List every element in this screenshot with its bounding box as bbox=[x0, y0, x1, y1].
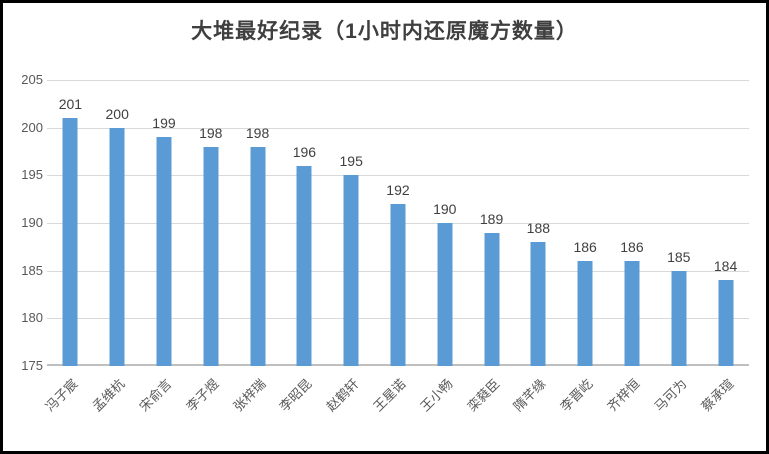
bar-slot: 185 bbox=[655, 80, 702, 366]
bar bbox=[203, 147, 219, 366]
bar-slot: 201 bbox=[47, 80, 94, 366]
bar bbox=[390, 204, 406, 366]
bar bbox=[250, 147, 266, 366]
x-slot: 齐梓恒 bbox=[604, 370, 656, 450]
bar-value-label: 184 bbox=[713, 258, 738, 274]
bar bbox=[343, 175, 359, 366]
bar bbox=[484, 233, 500, 366]
x-tick-label: 张梓瑞 bbox=[230, 376, 269, 415]
bar-slot: 190 bbox=[421, 80, 468, 366]
bars-container: 201 200 199 198 198 196 195 192 190 189 188 186 186 1… bbox=[47, 80, 749, 366]
bar-slot: 195 bbox=[328, 80, 375, 366]
x-slot: 蔡承瑄 bbox=[698, 370, 749, 450]
bar-value-label: 190 bbox=[433, 201, 457, 217]
bar bbox=[577, 261, 593, 366]
x-slot: 赵鹤轩 bbox=[324, 370, 375, 450]
bar-slot: 198 bbox=[234, 80, 281, 366]
x-tick-label: 隋芊缘 bbox=[510, 376, 549, 415]
x-slot: 李子煜 bbox=[183, 370, 234, 450]
bar bbox=[62, 118, 78, 366]
bar-slot: 200 bbox=[94, 80, 141, 366]
x-slot: 李晋屹 bbox=[558, 370, 609, 450]
y-tick-label: 175 bbox=[21, 358, 43, 373]
y-tick-label: 200 bbox=[21, 120, 43, 135]
gridline bbox=[47, 128, 749, 129]
bar-value-label: 195 bbox=[339, 153, 363, 169]
x-tick-label: 赵鹤轩 bbox=[323, 376, 362, 415]
bar-slot: 198 bbox=[187, 80, 234, 366]
bar bbox=[109, 128, 125, 366]
bar-slot: 199 bbox=[141, 80, 188, 366]
x-tick-label: 马可为 bbox=[651, 376, 690, 415]
gridline bbox=[47, 175, 749, 176]
bar bbox=[624, 261, 640, 366]
bar bbox=[530, 242, 546, 366]
y-tick-label: 185 bbox=[21, 263, 43, 278]
x-tick-label: 李昭昆 bbox=[276, 376, 315, 415]
bar-value-label: 188 bbox=[526, 220, 551, 236]
bar-value-label: 186 bbox=[620, 239, 644, 255]
bar-slot: 189 bbox=[468, 80, 515, 366]
y-tick-label: 195 bbox=[21, 167, 43, 182]
x-slot: 孟维杭 bbox=[90, 370, 141, 450]
bar-value-label: 189 bbox=[479, 211, 504, 227]
bar-value-label: 186 bbox=[573, 239, 597, 255]
bar-value-label: 201 bbox=[58, 96, 83, 112]
x-tick-label: 王星诺 bbox=[370, 376, 409, 415]
x-tick-label: 蔡承瑄 bbox=[697, 376, 737, 415]
y-tick-label: 180 bbox=[21, 310, 43, 325]
bar-slot: 186 bbox=[609, 80, 656, 366]
x-slot: 李昭昆 bbox=[277, 370, 328, 450]
chart-title: 大堆最好纪录（1小时内还原魔方数量） bbox=[191, 20, 578, 43]
x-tick-label: 李子煜 bbox=[183, 376, 222, 415]
x-slot: 宋俞言 bbox=[136, 370, 188, 450]
bar-slot: 188 bbox=[515, 80, 562, 366]
x-slot: 隋芊缘 bbox=[511, 370, 562, 450]
bar bbox=[156, 137, 172, 366]
x-slot: 栾蕤臣 bbox=[464, 370, 515, 450]
bar-value-label: 192 bbox=[386, 182, 410, 198]
x-tick-label: 宋俞言 bbox=[136, 376, 175, 415]
y-tick-label: 190 bbox=[21, 215, 43, 230]
bar-slot: 186 bbox=[562, 80, 609, 366]
bar-slot: 192 bbox=[375, 80, 422, 366]
bar-value-label: 199 bbox=[152, 115, 176, 131]
bar bbox=[437, 223, 453, 366]
x-tick-label: 栾蕤臣 bbox=[463, 376, 503, 415]
x-slot: 冯子宸 bbox=[43, 370, 94, 450]
bar-value-label: 185 bbox=[667, 249, 691, 265]
gridline bbox=[47, 80, 749, 81]
x-slot: 马可为 bbox=[651, 370, 702, 450]
x-tick-label: 孟维杭 bbox=[89, 376, 128, 415]
x-tick-label: 王小畅 bbox=[417, 376, 456, 415]
x-slot: 王小畅 bbox=[417, 370, 468, 450]
bar-slot: 196 bbox=[281, 80, 328, 366]
bar-value-label: 198 bbox=[245, 125, 270, 141]
x-tick-label: 冯子宸 bbox=[42, 376, 82, 415]
bar bbox=[718, 280, 734, 366]
bar-value-label: 200 bbox=[105, 106, 129, 122]
x-slot: 王星诺 bbox=[370, 370, 422, 450]
x-tick-label: 齐梓恒 bbox=[604, 376, 643, 415]
bar bbox=[671, 271, 687, 366]
bar-slot: 184 bbox=[702, 80, 749, 366]
bar-value-label: 196 bbox=[292, 144, 317, 160]
x-axis: 冯子宸 孟维杭 宋俞言 李子煜 张梓瑞 李昭昆 赵鹤轩 王星诺 王小畅 栾蕤臣 隋芊缘 李晋屹 齐梓恒马… bbox=[43, 370, 749, 450]
x-tick-label: 李晋屹 bbox=[557, 376, 596, 415]
y-tick-label: 205 bbox=[21, 72, 43, 87]
x-slot: 张梓瑞 bbox=[230, 370, 281, 450]
bar-value-label: 198 bbox=[199, 125, 223, 141]
bar bbox=[296, 166, 312, 366]
